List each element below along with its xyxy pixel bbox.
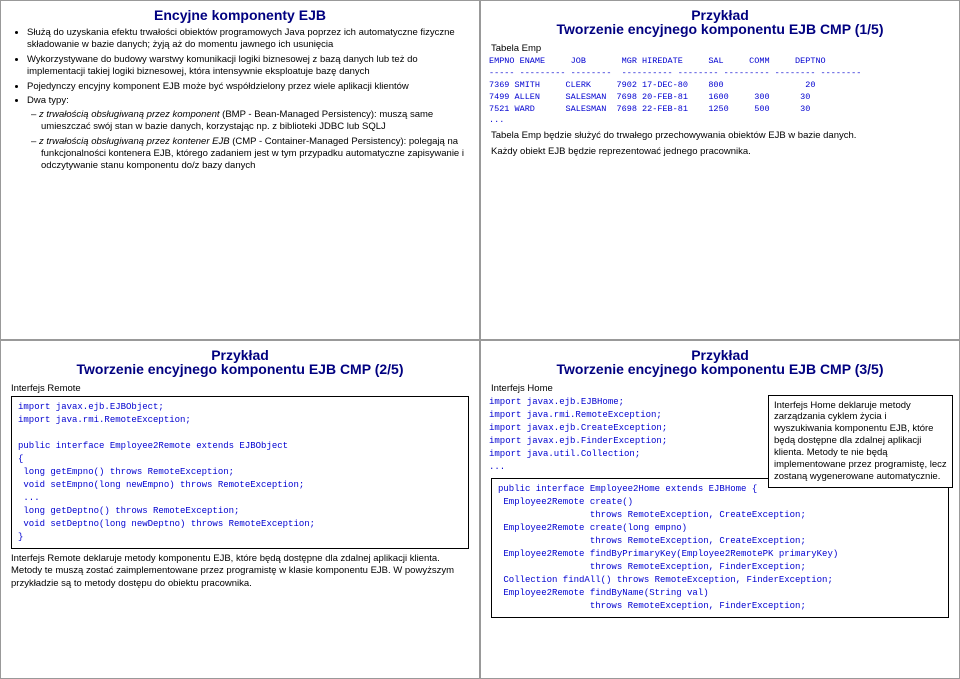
section-label: Interfejs Home (491, 383, 759, 394)
code-box: import javax.ejb.EJBObject; import java.… (11, 396, 469, 550)
bullet-item: Dwa typy: z trwałością obsługiwaną przez… (27, 95, 471, 171)
sub-bullet-item: z trwałością obsługiwaną przez komponent… (41, 109, 471, 133)
bullet-list: Służą do uzyskania efektu trwałości obie… (9, 27, 471, 172)
note-paragraph: Interfejs Remote deklaruje metody kompon… (11, 553, 469, 590)
slide-title: Tworzenie encyjnego komponentu EJB CMP (… (489, 21, 951, 37)
paragraph: Tabela Emp będzie służyć do trwałego prz… (491, 130, 949, 142)
sub-bullet-item: z trwałością obsługiwaną przez kontener … (41, 136, 471, 172)
bullet-item: Wykorzystywane do budowy warstwy komunik… (27, 54, 471, 78)
sub-bullet-em: z trwałością obsługiwaną przez kontener … (39, 136, 230, 147)
bullet-item: Służą do uzyskania efektu trwałości obie… (27, 27, 471, 51)
slide-cmp-3: Przykład Tworzenie encyjnego komponentu … (480, 340, 960, 679)
slide-title: Tworzenie encyjnego komponentu EJB CMP (… (9, 361, 471, 377)
sub-bullet-list: z trwałością obsługiwaną przez komponent… (27, 109, 471, 171)
section-label: Interfejs Remote (11, 383, 471, 394)
slide-entity-ejb: Encyjne komponenty EJB Służą do uzyskani… (0, 0, 480, 340)
code-box: public interface Employee2Home extends E… (491, 478, 949, 618)
bullet-item: Pojedynczy encyjny komponent EJB może by… (27, 81, 471, 93)
table-label: Tabela Emp (491, 43, 951, 54)
bullet-label: Dwa typy: (27, 95, 69, 106)
emp-table: EMPNO ENAME JOB MGR HIREDATE SAL COMM DE… (489, 56, 951, 127)
sub-bullet-em: z trwałością obsługiwaną przez komponent (39, 109, 220, 120)
slide-cmp-1: Przykład Tworzenie encyjnego komponentu … (480, 0, 960, 340)
code-imports: import javax.ejb.EJBHome; import java.rm… (489, 396, 759, 474)
slide-title: Encyjne komponenty EJB (9, 7, 471, 23)
paragraph: Każdy obiekt EJB będzie reprezentować je… (491, 146, 949, 158)
slide-title: Tworzenie encyjnego komponentu EJB CMP (… (489, 361, 951, 377)
code-block: public interface Employee2Home extends E… (498, 483, 942, 613)
code-block: import javax.ejb.EJBObject; import java.… (18, 401, 462, 545)
slide-cmp-2: Przykład Tworzenie encyjnego komponentu … (0, 340, 480, 679)
side-note-box: Interfejs Home deklaruje metody zarządza… (768, 395, 953, 488)
